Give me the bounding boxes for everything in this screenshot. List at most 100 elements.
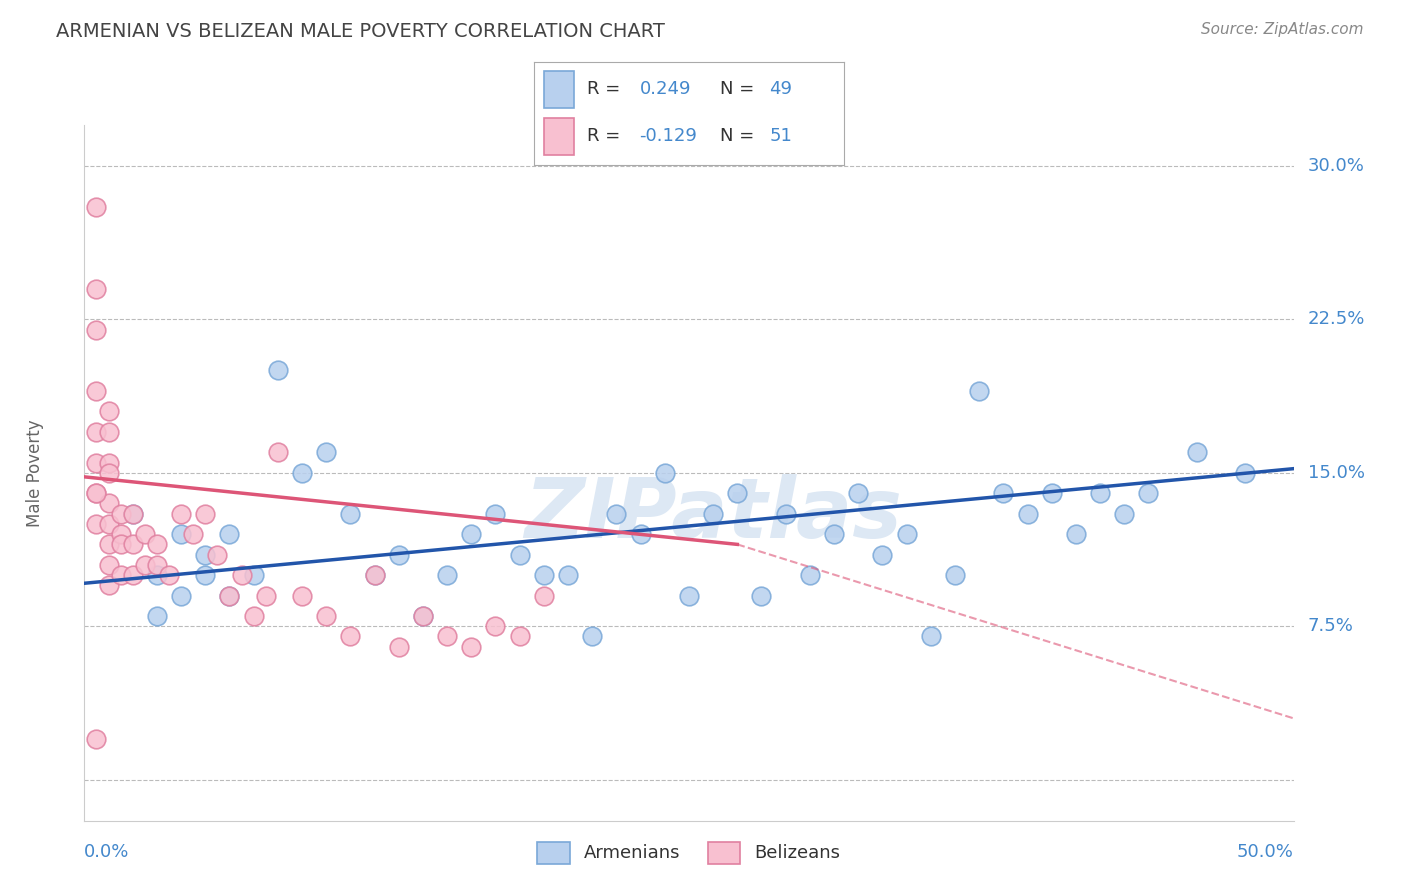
Point — [242, 568, 264, 582]
Point — [1088, 486, 1111, 500]
Point — [388, 548, 411, 562]
Text: 7.5%: 7.5% — [1308, 617, 1354, 635]
Text: 15.0%: 15.0% — [1308, 464, 1365, 482]
Legend: Armenians, Belizeans: Armenians, Belizeans — [530, 834, 848, 871]
Point — [146, 558, 169, 572]
Point — [231, 568, 253, 582]
Point — [207, 548, 229, 562]
Point — [181, 527, 204, 541]
Point — [86, 516, 108, 531]
Point — [194, 568, 217, 582]
Point — [1017, 507, 1039, 521]
Point — [460, 527, 482, 541]
Point — [121, 537, 143, 551]
Point — [1185, 445, 1208, 459]
Point — [110, 568, 132, 582]
Point — [194, 507, 217, 521]
Point — [218, 527, 240, 541]
Text: 0.0%: 0.0% — [84, 843, 129, 861]
Point — [1064, 527, 1087, 541]
Point — [412, 609, 434, 624]
Point — [97, 558, 120, 572]
Point — [315, 445, 337, 459]
Point — [896, 527, 918, 541]
Point — [533, 568, 555, 582]
Text: Source: ZipAtlas.com: Source: ZipAtlas.com — [1201, 22, 1364, 37]
Point — [484, 619, 506, 633]
Point — [170, 507, 193, 521]
Point — [267, 445, 290, 459]
Point — [86, 425, 108, 439]
Text: 0.249: 0.249 — [640, 80, 690, 98]
Point — [97, 404, 120, 418]
Point — [121, 568, 143, 582]
Point — [110, 507, 132, 521]
Text: N =: N = — [720, 128, 754, 145]
Point — [799, 568, 821, 582]
Text: -0.129: -0.129 — [640, 128, 697, 145]
Point — [846, 486, 869, 500]
Point — [678, 589, 700, 603]
Point — [254, 589, 277, 603]
Point — [218, 589, 240, 603]
Point — [86, 322, 108, 336]
Point — [702, 507, 724, 521]
Point — [388, 640, 411, 654]
Point — [823, 527, 845, 541]
Point — [533, 589, 555, 603]
Text: ZIPatlas: ZIPatlas — [524, 474, 903, 555]
Point — [146, 568, 169, 582]
Point — [291, 466, 314, 480]
Point — [339, 507, 361, 521]
Point — [134, 558, 156, 572]
Point — [557, 568, 579, 582]
Point — [97, 537, 120, 551]
Text: ARMENIAN VS BELIZEAN MALE POVERTY CORRELATION CHART: ARMENIAN VS BELIZEAN MALE POVERTY CORREL… — [56, 22, 665, 41]
Point — [484, 507, 506, 521]
Text: N =: N = — [720, 80, 754, 98]
Point — [218, 589, 240, 603]
Point — [725, 486, 748, 500]
Point — [97, 466, 120, 480]
Point — [967, 384, 990, 398]
Point — [1137, 486, 1160, 500]
Point — [110, 537, 132, 551]
Point — [86, 486, 108, 500]
Point — [363, 568, 385, 582]
Point — [194, 548, 217, 562]
Point — [97, 456, 120, 470]
Point — [86, 282, 108, 296]
Point — [170, 527, 193, 541]
Point — [86, 731, 108, 746]
Point — [509, 630, 531, 644]
Point — [86, 456, 108, 470]
Point — [170, 589, 193, 603]
Point — [121, 507, 143, 521]
Bar — [544, 118, 575, 155]
Point — [315, 609, 337, 624]
Point — [339, 630, 361, 644]
Text: 50.0%: 50.0% — [1237, 843, 1294, 861]
Point — [242, 609, 264, 624]
Point — [509, 548, 531, 562]
Point — [1040, 486, 1063, 500]
Point — [436, 630, 458, 644]
Point — [581, 630, 603, 644]
Text: Male Poverty: Male Poverty — [27, 419, 44, 526]
Point — [134, 527, 156, 541]
Point — [363, 568, 385, 582]
Point — [146, 537, 169, 551]
Bar — [544, 70, 575, 108]
Text: 30.0%: 30.0% — [1308, 157, 1364, 175]
Point — [460, 640, 482, 654]
Point — [110, 527, 132, 541]
Point — [267, 363, 290, 377]
Text: 51: 51 — [769, 128, 792, 145]
Point — [157, 568, 180, 582]
Text: 22.5%: 22.5% — [1308, 310, 1365, 328]
Point — [775, 507, 797, 521]
Point — [630, 527, 652, 541]
Point — [751, 589, 773, 603]
Point — [1234, 466, 1257, 480]
Point — [993, 486, 1015, 500]
